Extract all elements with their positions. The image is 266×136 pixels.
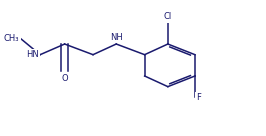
Text: NH: NH: [110, 33, 123, 42]
Text: CH₃: CH₃: [4, 34, 19, 43]
Text: F: F: [196, 93, 201, 102]
Text: Cl: Cl: [164, 12, 172, 21]
Text: O: O: [61, 74, 68, 83]
Text: HN: HN: [26, 50, 39, 59]
